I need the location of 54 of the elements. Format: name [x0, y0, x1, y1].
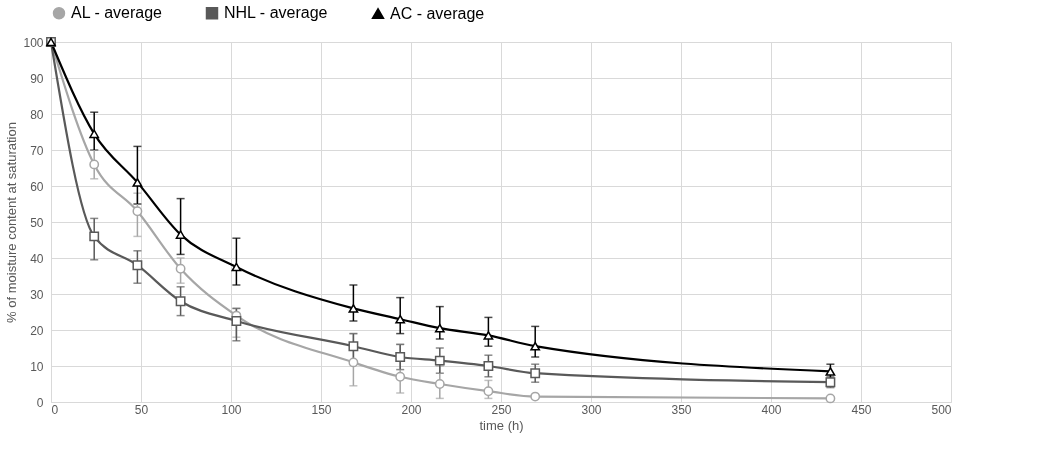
y-tick-label: 10 [30, 359, 44, 374]
x-tick-label: 350 [671, 402, 692, 417]
point [89, 159, 100, 170]
x-tick-label: 100 [221, 402, 242, 417]
point [348, 341, 359, 352]
y-tick-label: 70 [30, 143, 44, 158]
point [825, 367, 836, 376]
x-tick-label: 0 [51, 402, 59, 417]
point [175, 296, 186, 307]
point [175, 263, 186, 274]
point [89, 231, 100, 242]
y-tick-label: 80 [30, 107, 44, 122]
x-tick-label: 50 [134, 402, 149, 417]
x-tick-label: 450 [851, 402, 872, 417]
point [395, 371, 406, 382]
x-axis-title: time (h) [479, 417, 524, 433]
point [483, 331, 494, 340]
y-axis-title: % of moisture content at saturation [4, 122, 20, 323]
legend-label: AC - average [390, 4, 485, 22]
point [530, 368, 541, 379]
point [348, 357, 359, 368]
point [825, 393, 836, 404]
y-tick-label: 20 [30, 323, 44, 338]
point [434, 379, 445, 389]
y-tick-label: 60 [30, 179, 44, 194]
point [231, 316, 242, 326]
point [175, 230, 186, 239]
x-tick-label: 500 [931, 402, 952, 417]
point [483, 386, 494, 397]
x-tick-label: 400 [761, 402, 782, 417]
y-tick-label: 30 [30, 287, 44, 302]
legend-label: NHL - average [224, 4, 328, 22]
point [231, 262, 242, 272]
point [132, 178, 143, 187]
point [434, 355, 445, 366]
y-tick-label: 50 [30, 215, 44, 230]
point [89, 129, 100, 139]
point [132, 260, 143, 271]
x-tick-label: 150 [311, 402, 332, 417]
point [530, 391, 541, 402]
point [395, 314, 406, 324]
point [530, 341, 541, 351]
legend-label: AL - average [71, 4, 163, 22]
point [395, 352, 406, 362]
y-tick-label: 90 [30, 71, 44, 86]
x-tick-label: 200 [401, 402, 422, 417]
point [483, 361, 494, 371]
x-tick-label: 300 [581, 402, 602, 417]
point [348, 304, 359, 313]
y-tick-label: 100 [23, 35, 44, 50]
point [132, 206, 143, 217]
y-tick-label: 40 [30, 251, 44, 266]
point [434, 323, 445, 333]
x-tick-label: 250 [491, 402, 512, 417]
